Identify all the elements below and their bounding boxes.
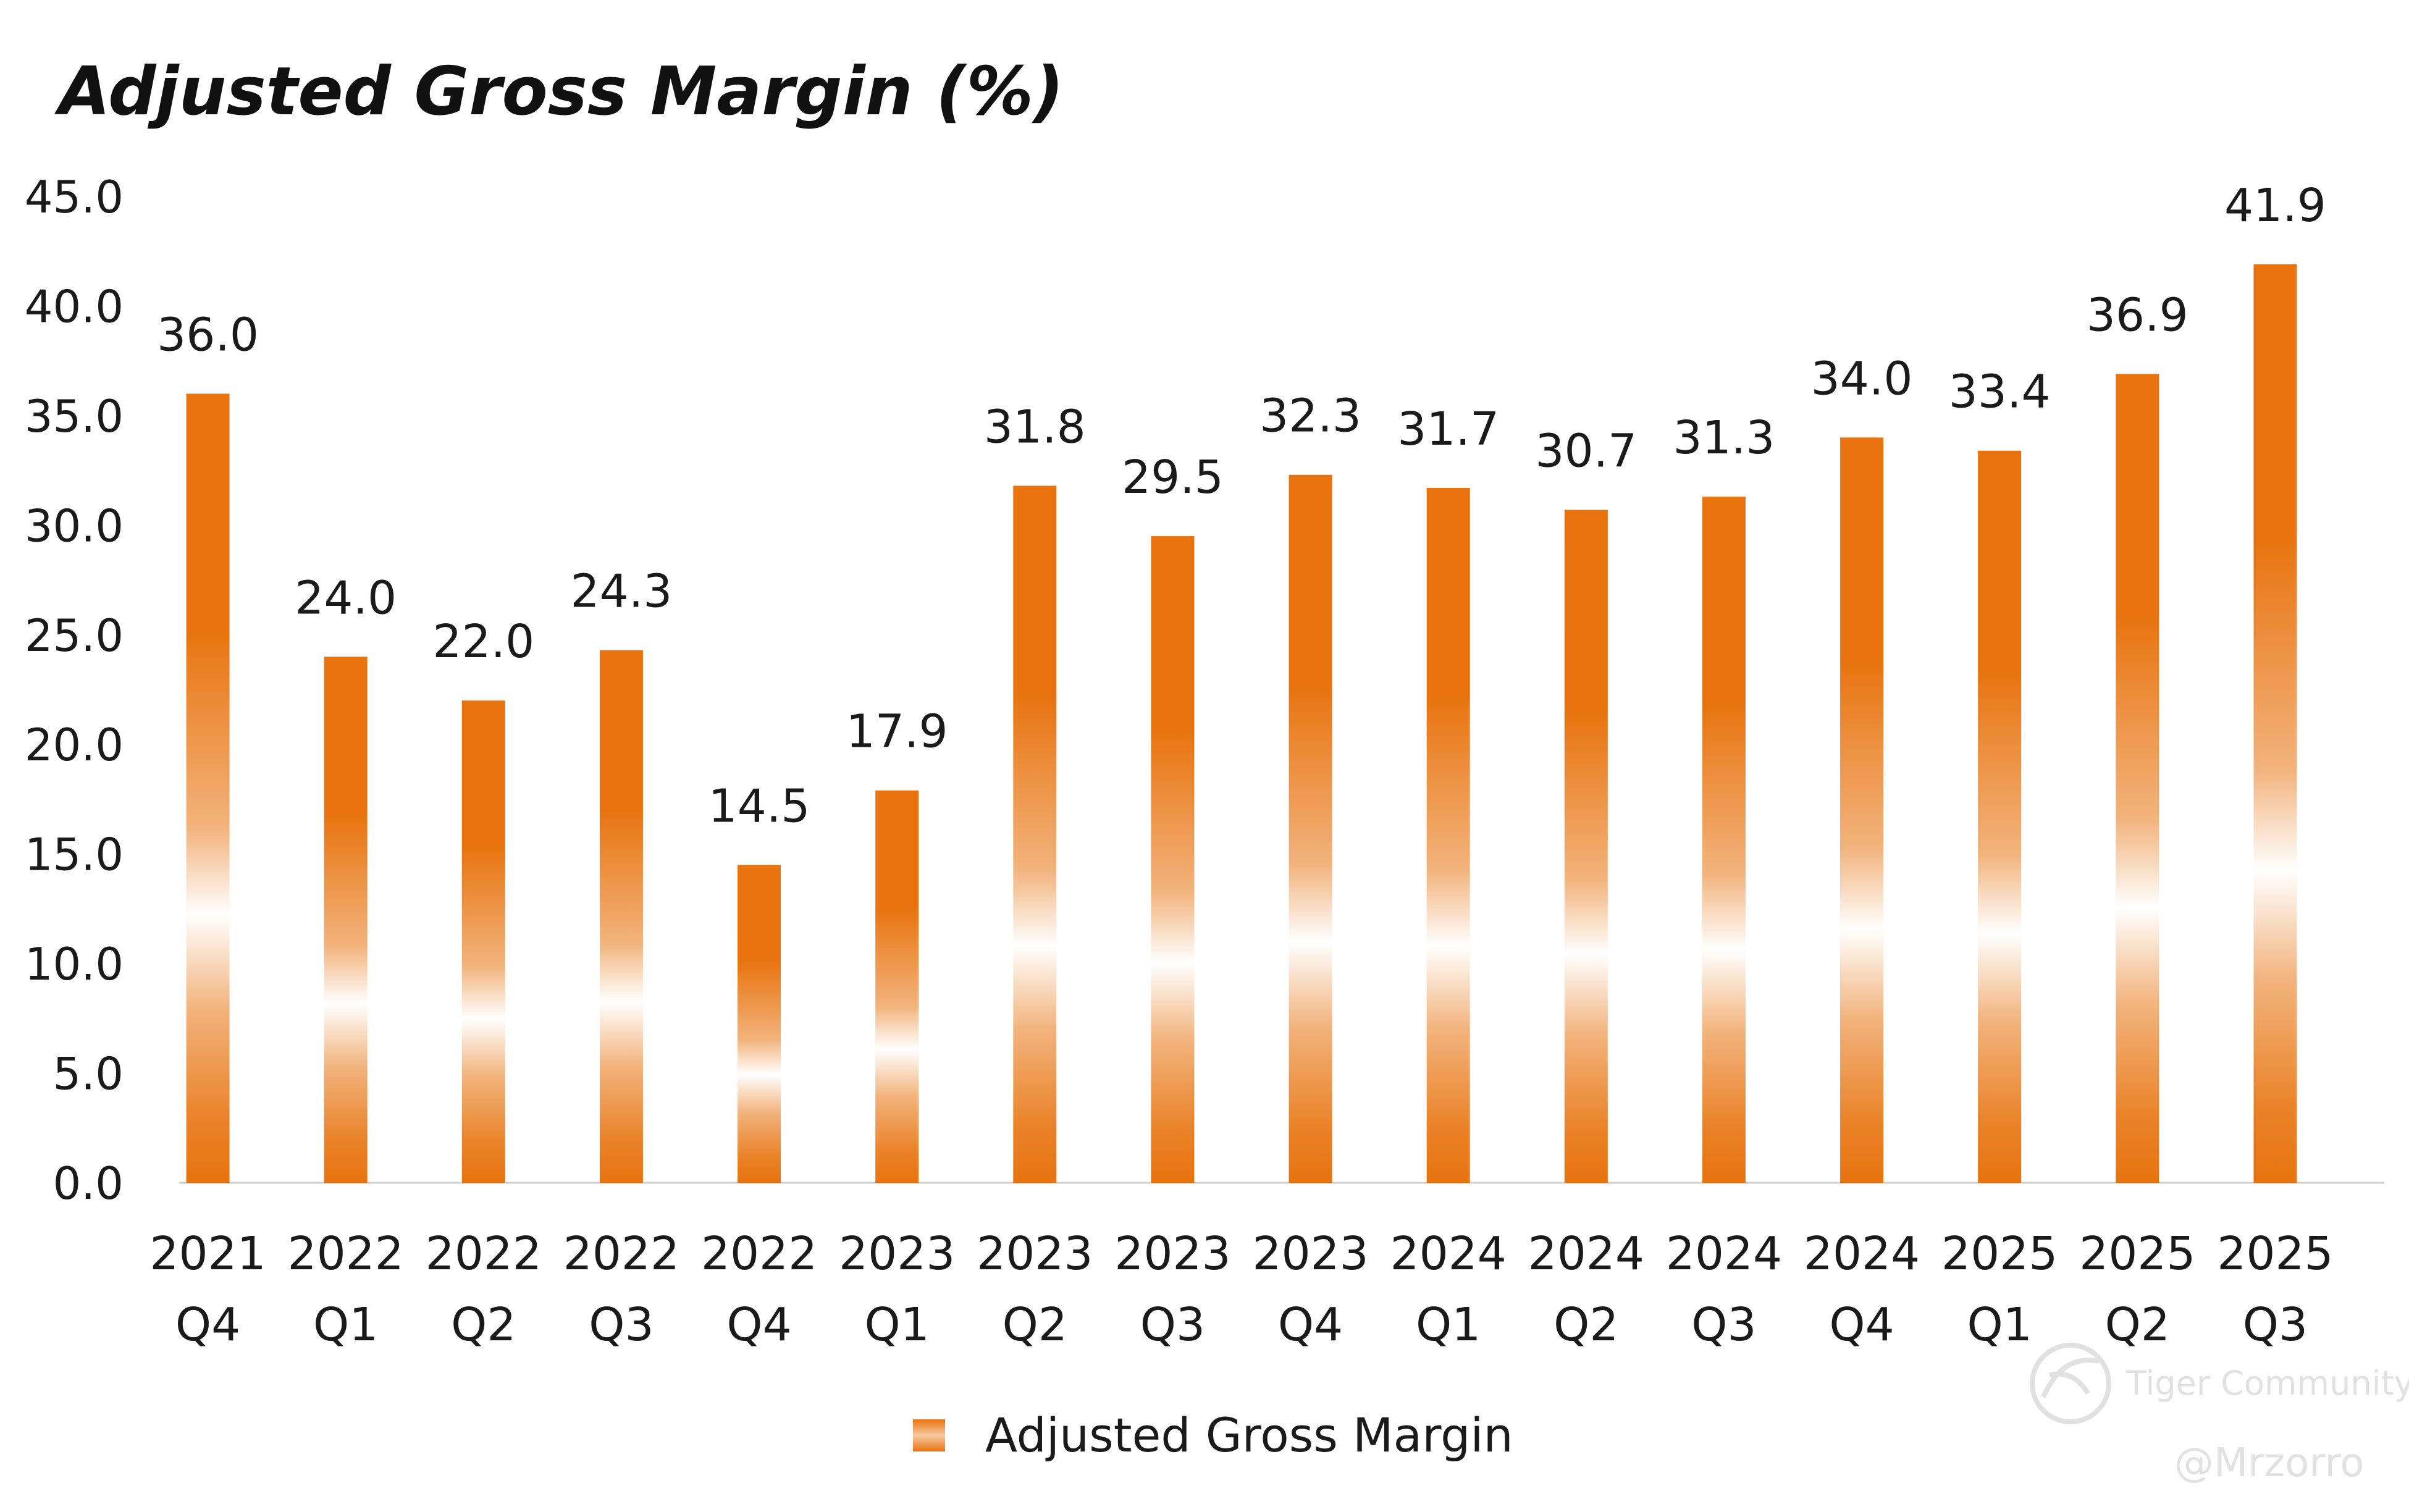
watermark-brand: Tiger Community <box>2125 1364 2409 1403</box>
y-tick-label: 40.0 <box>25 280 124 332</box>
data-label: 22.0 <box>432 615 534 668</box>
x-tick-year: 2022 <box>426 1227 542 1280</box>
legend-label: Adjusted Gross Margin <box>985 1408 1513 1463</box>
legend-swatch <box>913 1419 945 1451</box>
bar <box>2116 374 2159 1183</box>
tiger-logo-icon <box>2030 1343 2111 1424</box>
x-tick-year: 2024 <box>1390 1227 1507 1280</box>
data-label: 24.3 <box>571 565 673 618</box>
y-axis-ticks: 0.0 5.0 10.0 15.0 20.0 25.0 30.0 35.0 40.0 45.0 <box>25 171 124 1209</box>
x-tick-quarter: Q1 <box>313 1298 378 1351</box>
x-tick-year: 2023 <box>839 1227 955 1280</box>
data-labels: 36.0 24.0 22.0 24.3 14.5 17.9 31.8 29.5 32.3 31.7… <box>157 179 2326 833</box>
data-label: 31.3 <box>1673 411 1775 464</box>
x-tick-quarter: Q3 <box>1140 1298 1205 1351</box>
x-tick-quarter: Q2 <box>451 1298 516 1351</box>
data-label: 17.9 <box>846 705 948 758</box>
data-label: 31.8 <box>984 400 1086 453</box>
data-label: 41.9 <box>2224 179 2326 232</box>
data-label: 33.4 <box>1949 366 2051 419</box>
x-tick-year: 2024 <box>1804 1227 1920 1280</box>
x-tick-quarter: Q1 <box>865 1298 930 1351</box>
y-tick-label: 25.0 <box>25 610 124 662</box>
data-label: 34.0 <box>1811 352 1913 405</box>
x-tick-year: 2024 <box>1666 1227 1782 1280</box>
x-tick-quarter: Q4 <box>726 1298 791 1351</box>
y-tick-label: 15.0 <box>25 829 124 881</box>
x-tick-year: 2021 <box>149 1227 266 1280</box>
data-label: 36.9 <box>2087 288 2188 342</box>
bar <box>324 657 368 1183</box>
bar <box>1426 488 1470 1183</box>
y-tick-label: 5.0 <box>53 1048 124 1100</box>
bar <box>1151 536 1195 1183</box>
x-tick-quarter: Q4 <box>1829 1298 1894 1351</box>
bar <box>1564 510 1608 1183</box>
y-tick-label: 20.0 <box>25 719 124 771</box>
y-tick-label: 45.0 <box>25 171 124 223</box>
bar <box>1702 497 1746 1183</box>
bar <box>875 790 919 1183</box>
x-tick-quarter: Q2 <box>1553 1298 1618 1351</box>
x-tick-quarter: Q4 <box>1278 1298 1343 1351</box>
bar <box>186 393 230 1183</box>
x-tick-year: 2022 <box>701 1227 817 1280</box>
bar <box>1978 450 2022 1183</box>
x-tick-year: 2025 <box>1941 1227 2058 1280</box>
bar <box>738 865 781 1183</box>
x-tick-quarter: Q1 <box>1967 1298 2032 1351</box>
watermark: Tiger Community @Mrzorro <box>2030 1343 2409 1486</box>
x-tick-year: 2022 <box>563 1227 679 1280</box>
y-tick-label: 10.0 <box>25 938 124 990</box>
x-tick-quarter: Q2 <box>1003 1298 1067 1351</box>
x-tick-quarter: Q3 <box>589 1298 654 1351</box>
x-tick-quarter: Q4 <box>175 1298 240 1351</box>
data-label: 31.7 <box>1397 403 1499 456</box>
x-tick-year: 2024 <box>1528 1227 1644 1280</box>
bar <box>599 650 643 1183</box>
x-tick-year: 2023 <box>977 1227 1093 1280</box>
bar <box>1840 437 1884 1183</box>
x-tick-quarter: Q3 <box>2243 1298 2308 1351</box>
x-tick-year: 2025 <box>2079 1227 2195 1280</box>
y-tick-label: 30.0 <box>25 500 124 552</box>
data-label: 29.5 <box>1122 451 1224 504</box>
chart-title: Adjusted Gross Margin (%) <box>54 53 1064 130</box>
x-tick-quarter: Q3 <box>1691 1298 1756 1351</box>
data-label: 32.3 <box>1259 390 1361 443</box>
watermark-handle: @Mrzorro <box>2174 1440 2365 1486</box>
y-tick-label: 0.0 <box>53 1157 124 1209</box>
data-label: 24.0 <box>295 571 397 624</box>
x-tick-year: 2025 <box>2217 1227 2333 1280</box>
x-tick-year: 2022 <box>288 1227 404 1280</box>
bar-series <box>186 264 2297 1183</box>
legend: Adjusted Gross Margin <box>913 1408 1513 1463</box>
data-label: 36.0 <box>157 308 259 361</box>
data-label: 30.7 <box>1535 424 1637 477</box>
bar <box>1013 485 1057 1183</box>
bar <box>461 700 505 1183</box>
x-axis-labels: 2021 Q4 2022 Q1 2022 Q2 2022 Q3 2022 Q4 2023 Q1 2023… <box>149 1227 2333 1351</box>
bar <box>2253 264 2297 1183</box>
x-tick-quarter: Q1 <box>1416 1298 1481 1351</box>
x-tick-year: 2023 <box>1252 1227 1368 1280</box>
y-tick-label: 35.0 <box>25 390 124 442</box>
data-label: 14.5 <box>708 779 810 833</box>
x-tick-year: 2023 <box>1114 1227 1230 1280</box>
bar <box>1289 474 1332 1183</box>
x-tick-quarter: Q2 <box>2105 1298 2170 1351</box>
